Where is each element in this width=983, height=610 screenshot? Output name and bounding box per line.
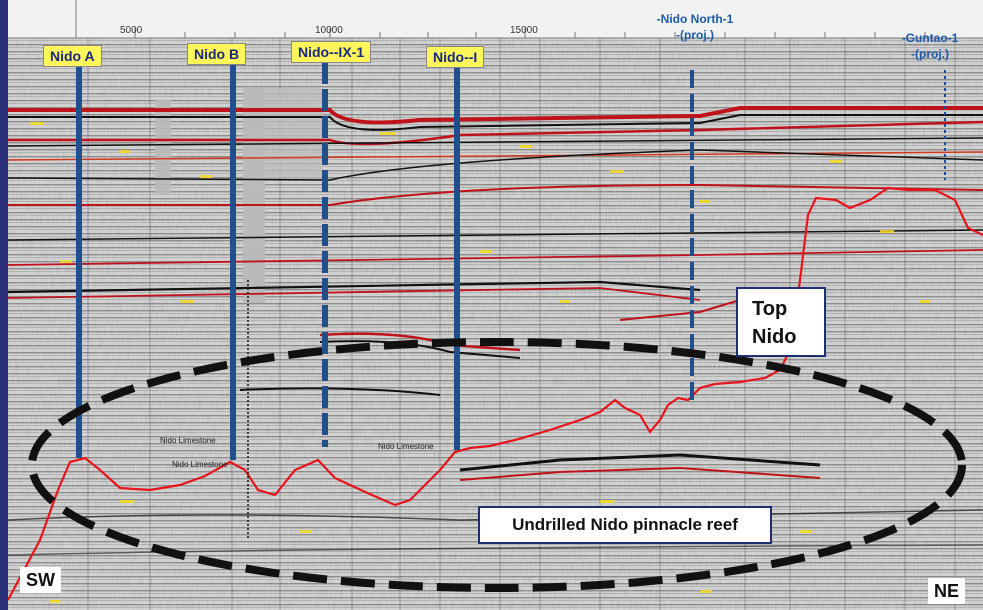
- horizon-tag: Nido Limestone: [172, 460, 228, 469]
- axis-tick-15000: 15000: [510, 25, 538, 36]
- horizon-tag: Nido Limestone: [160, 436, 216, 445]
- horizon-tag: Nido Limestone: [378, 442, 434, 451]
- axis-tick-10000: 10000: [315, 25, 343, 36]
- top-nido-callout: Top Nido: [736, 287, 826, 357]
- seismic-reflectors: [7, 106, 983, 556]
- proj-label-nido-north-1: -Nido North-1 -(proj.): [640, 11, 750, 43]
- prospect-ellipse: [28, 338, 966, 592]
- well-trajectories: [76, 62, 946, 540]
- axis-tick-5000: 5000: [120, 25, 143, 36]
- axis-band: [8, 0, 983, 38]
- well-label-nido-b: Nido B: [187, 43, 247, 65]
- proj-well-name: -Guntao-1: [901, 31, 959, 45]
- well-label-nido-ix-1: Nido--IX-1: [291, 41, 372, 63]
- proj-well-note: -(proj.): [676, 28, 714, 42]
- direction-ne: NE: [928, 578, 966, 604]
- top-nido-horizon: [7, 186, 983, 601]
- well-label-nido-i: Nido--I: [426, 46, 485, 68]
- direction-sw: SW: [20, 567, 61, 593]
- amplitude-flecks: [30, 122, 930, 603]
- undrilled-reef-callout: Undrilled Nido pinnacle reef: [478, 506, 772, 544]
- well-label-nido-a: Nido A: [43, 45, 102, 67]
- proj-well-note: -(proj.): [911, 47, 949, 61]
- proj-label-guntao-1: -Guntao-1 -(proj.): [880, 30, 980, 62]
- proj-well-name: -Nido North-1: [656, 12, 734, 26]
